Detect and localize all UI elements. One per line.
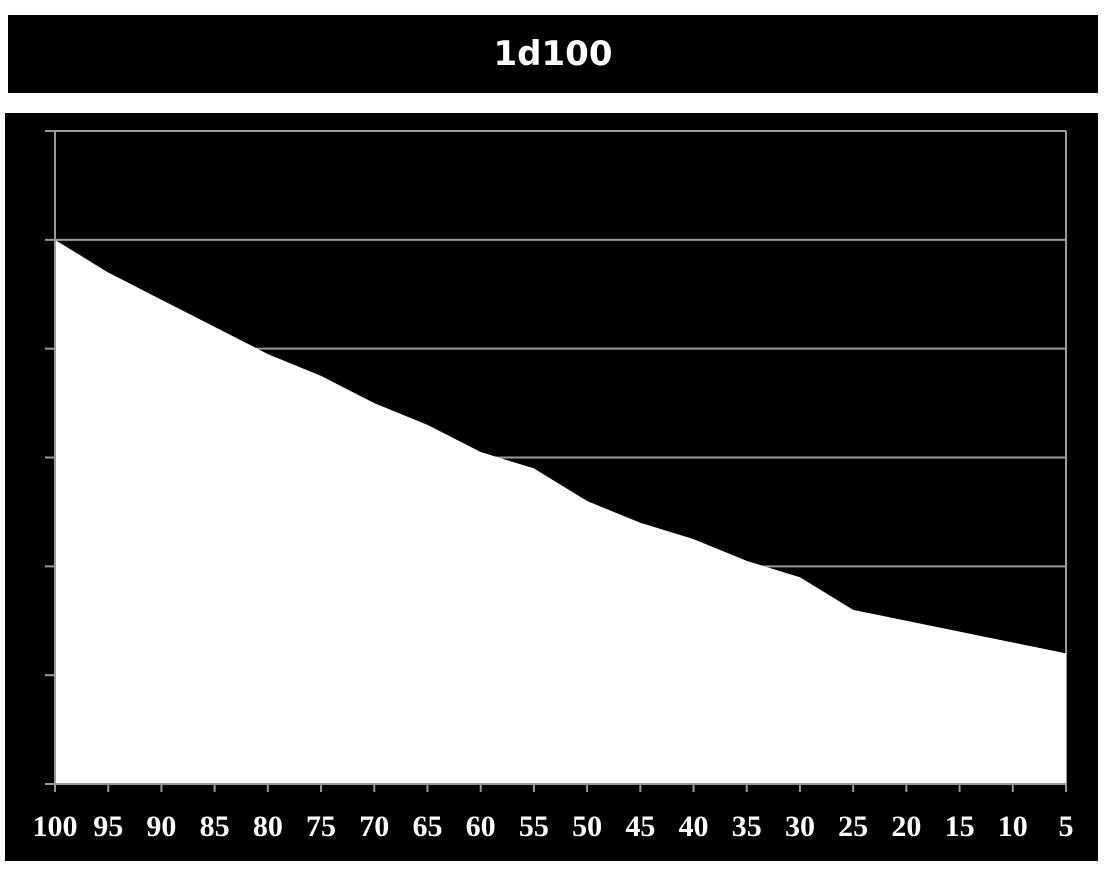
x-tick-label: 75 [306,810,336,843]
x-tick-label: 25 [838,810,868,843]
chart-title: 1d100 [493,34,613,74]
x-tick-label: 10 [998,810,1028,843]
x-tick-label: 15 [945,810,975,843]
x-tick-label: 70 [359,810,389,843]
x-tick-label: 35 [732,810,762,843]
x-tick-label: 5 [1059,810,1074,843]
area-chart: 100 95 90 85 80 75 70 65 60 55 50 45 40 35 30 25 20 15 10 5 [33,130,1074,843]
x-tick-label: 100 [33,810,78,843]
x-tick-label: 50 [572,810,602,843]
x-tick-label: 20 [891,810,921,843]
x-tick-label: 80 [253,810,283,843]
area-series [55,239,1066,784]
chart-title-bar: 1d100 [8,15,1098,93]
x-tick-label: 60 [466,810,496,843]
chart-panel: 100 95 90 85 80 75 70 65 60 55 50 45 40 35 30 25 20 15 10 5 [5,113,1098,861]
x-tick-label: 30 [785,810,815,843]
x-tick-label: 55 [519,810,549,843]
x-tick-label: 65 [412,810,442,843]
x-tick-label: 95 [93,810,123,843]
x-tick-label: 40 [679,810,709,843]
x-tick-label: 45 [625,810,655,843]
x-tick-label: 90 [146,810,176,843]
x-tick-label: 85 [200,810,230,843]
